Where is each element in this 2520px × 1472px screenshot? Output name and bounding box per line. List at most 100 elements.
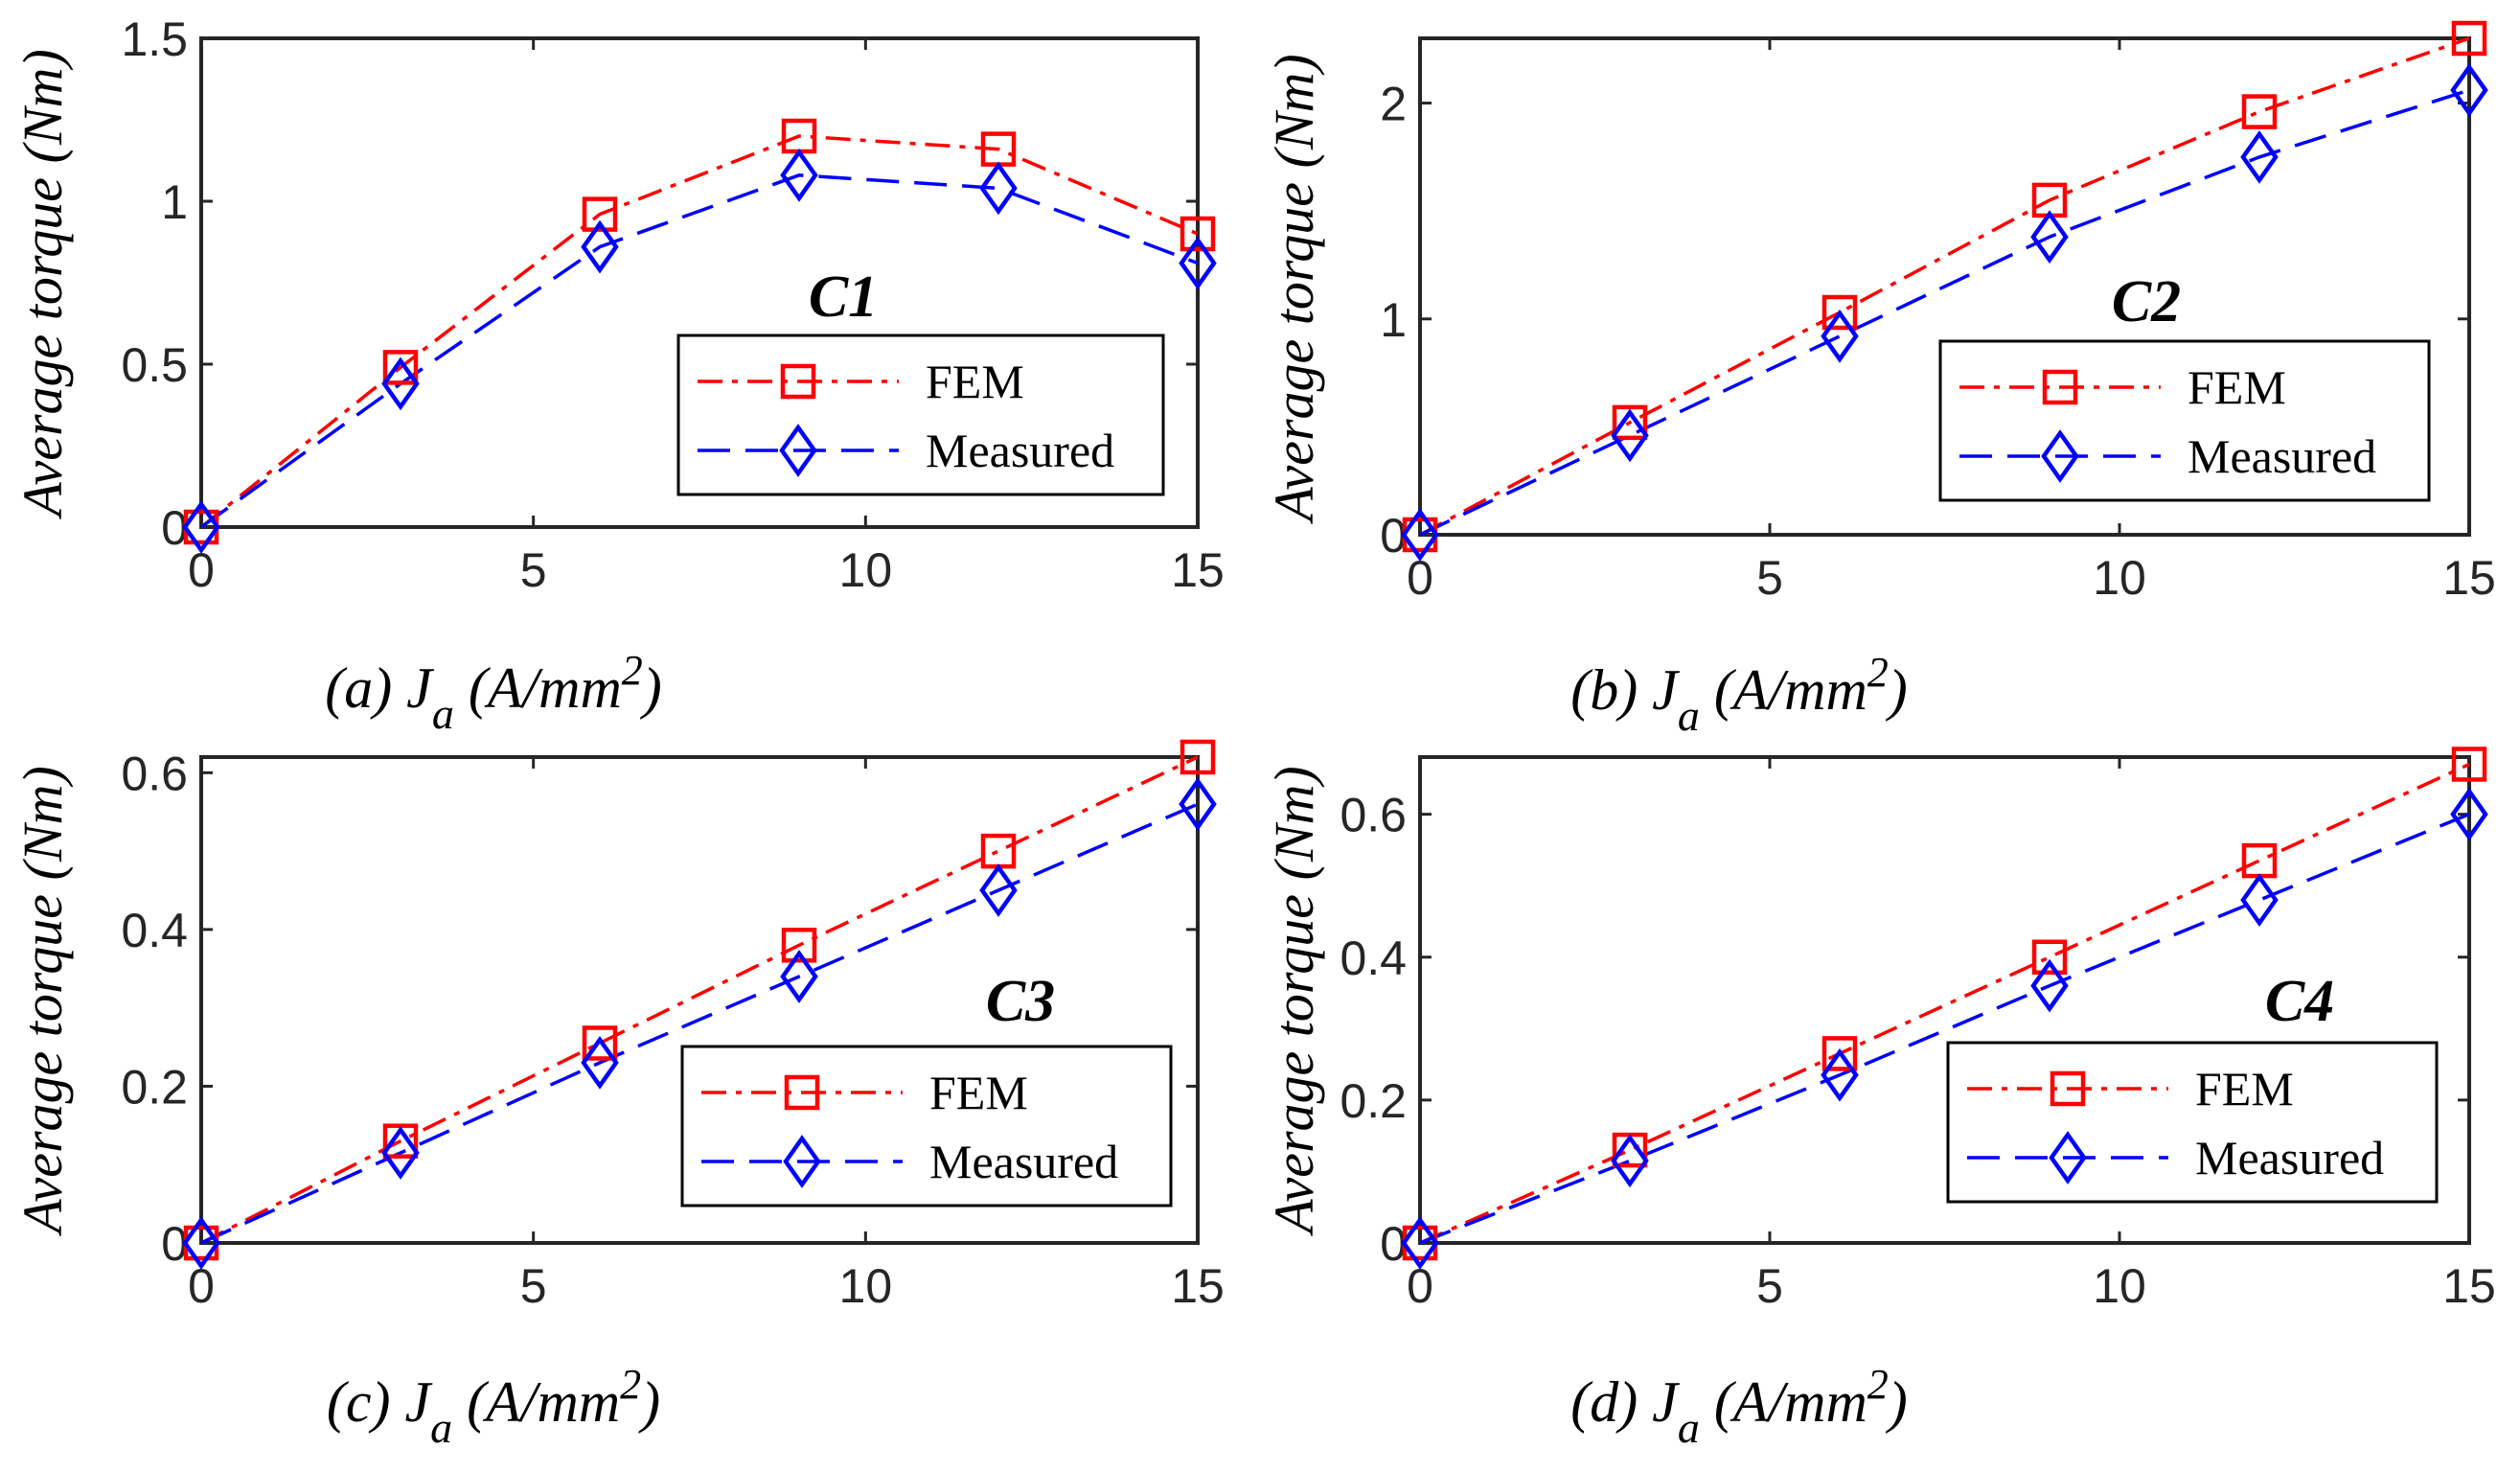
measured-data-point bbox=[1179, 777, 1217, 831]
y-tick-label: 0.5 bbox=[121, 338, 188, 392]
legend-fem-label: FEM bbox=[2195, 1062, 2294, 1116]
y-tick-label: 2 bbox=[1380, 78, 1407, 131]
measured-data-point bbox=[1821, 309, 1859, 363]
legend-measured-label: Measured bbox=[926, 424, 1114, 477]
measured-data-point bbox=[2240, 873, 2279, 928]
legend-box bbox=[1946, 1041, 2439, 1204]
y-axis-label: Average torque (Nm) bbox=[11, 49, 74, 520]
legend: FEM Measured bbox=[676, 334, 1165, 496]
x-axis-caption: (d) Ja (A/mm2) bbox=[1570, 1361, 1908, 1452]
caption-subscript: a bbox=[432, 689, 454, 738]
legend-measured-diamond-marker bbox=[2049, 1131, 2087, 1184]
y-tick-label: 1 bbox=[161, 175, 188, 229]
legend: FEM Measured bbox=[680, 1045, 1173, 1208]
legend-fem-label: FEM bbox=[2188, 360, 2286, 414]
fem-data-point bbox=[582, 1025, 618, 1061]
y-tick-label: 0.2 bbox=[1340, 1074, 1407, 1128]
fem-data-point bbox=[1821, 294, 1858, 331]
legend-measured-label: Measured bbox=[2195, 1131, 2384, 1184]
x-tick-label: 15 bbox=[2442, 1259, 2496, 1313]
caption-prefix: (c) J bbox=[327, 1370, 433, 1434]
fem-series-line bbox=[200, 755, 1199, 1245]
legend: FEM Measured bbox=[1946, 1041, 2439, 1204]
legend-measured-diamond-marker bbox=[2041, 429, 2079, 483]
legend-box bbox=[676, 334, 1165, 496]
measured-data-point bbox=[381, 1126, 420, 1180]
caption-prefix: (b) J bbox=[1570, 658, 1680, 722]
x-axis-caption: (c) Ja (A/mm2) bbox=[327, 1361, 660, 1452]
caption-suffix: ) bbox=[1886, 658, 1908, 722]
y-tick-label: 0.6 bbox=[1340, 789, 1407, 842]
measured-data-point bbox=[2450, 787, 2488, 841]
y-axis-label: Average torque (Nm) bbox=[1263, 766, 1325, 1237]
x-tick-label: 5 bbox=[520, 1259, 547, 1313]
caption-suffix: ) bbox=[640, 656, 662, 720]
y-tick-label: 0.2 bbox=[121, 1060, 188, 1114]
fem-data-point bbox=[1612, 404, 1648, 441]
x-tick-label: 10 bbox=[839, 1259, 893, 1313]
legend-fem-square-marker bbox=[2050, 1070, 2086, 1107]
y-tick-label: 0.4 bbox=[1340, 932, 1407, 985]
caption-prefix: (d) J bbox=[1570, 1370, 1680, 1434]
caption-prefix: (a) J bbox=[325, 656, 434, 720]
caption-subscript: a bbox=[430, 1403, 452, 1452]
x-tick-label: 10 bbox=[2093, 551, 2146, 605]
caption-subscript: a bbox=[1678, 1403, 1700, 1452]
fem-data-point bbox=[382, 350, 419, 385]
y-tick-label: 1 bbox=[1380, 293, 1407, 347]
config-tag: C3 bbox=[986, 969, 1055, 1034]
measured-data-point bbox=[1611, 408, 1649, 463]
fem-series-line bbox=[1419, 762, 2470, 1245]
measured-data-point bbox=[581, 1036, 619, 1090]
fem-data-point bbox=[1821, 1036, 1858, 1071]
measured-data-point bbox=[581, 219, 619, 274]
measured-data-point bbox=[2030, 210, 2069, 264]
legend-measured-label: Measured bbox=[929, 1135, 1118, 1188]
caption-units: (A/mm bbox=[1700, 1370, 1867, 1434]
measured-data-point bbox=[1401, 508, 1439, 562]
legend-box bbox=[680, 1045, 1173, 1208]
config-tag: C2 bbox=[2112, 269, 2181, 334]
measured-series-line bbox=[1419, 88, 2470, 537]
x-tick-label: 10 bbox=[2093, 1259, 2146, 1313]
legend-box bbox=[1938, 339, 2431, 502]
measured-data-point bbox=[1611, 1134, 1649, 1188]
measured-data-point bbox=[1401, 1216, 1439, 1270]
fem-data-point bbox=[382, 1123, 419, 1159]
legend-fem-label: FEM bbox=[926, 355, 1024, 408]
legend-fem-label: FEM bbox=[929, 1066, 1028, 1119]
measured-data-point bbox=[780, 148, 818, 202]
fem-data-point bbox=[582, 196, 618, 232]
x-axis-caption: (b) Ja (A/mm2) bbox=[1570, 649, 1908, 740]
measured-series-line bbox=[200, 802, 1199, 1245]
legend-fem-square-marker bbox=[784, 1074, 820, 1111]
x-tick-label: 15 bbox=[2442, 551, 2496, 605]
x-axis-caption: (a) Ja (A/mm2) bbox=[325, 647, 662, 738]
caption-units: (A/mm bbox=[452, 1370, 620, 1434]
x-tick-label: 15 bbox=[1171, 1259, 1225, 1313]
measured-data-point bbox=[381, 356, 420, 411]
legend-measured-diamond-marker bbox=[779, 424, 817, 477]
legend: FEM Measured bbox=[1938, 339, 2431, 502]
measured-data-point bbox=[979, 863, 1018, 917]
fem-data-point bbox=[2031, 939, 2068, 976]
fem-series-line bbox=[199, 134, 1199, 529]
caption-suffix: ) bbox=[1886, 1370, 1908, 1434]
fem-data-point bbox=[1180, 216, 1216, 252]
y-tick-label: 0.4 bbox=[121, 904, 188, 957]
config-tag: C4 bbox=[2265, 969, 2334, 1034]
x-tick-label: 5 bbox=[1756, 551, 1783, 605]
caption-units: (A/mm bbox=[454, 656, 622, 720]
caption-superscript: 2 bbox=[1867, 649, 1889, 696]
measured-data-point bbox=[979, 161, 1018, 216]
legend-fem-square-marker bbox=[780, 363, 816, 400]
caption-suffix: ) bbox=[638, 1370, 660, 1434]
caption-superscript: 2 bbox=[622, 647, 643, 694]
y-axis-label: Average torque (Nm) bbox=[11, 766, 74, 1237]
measured-data-point bbox=[1179, 236, 1217, 290]
y-tick-label: 1.5 bbox=[121, 12, 188, 66]
